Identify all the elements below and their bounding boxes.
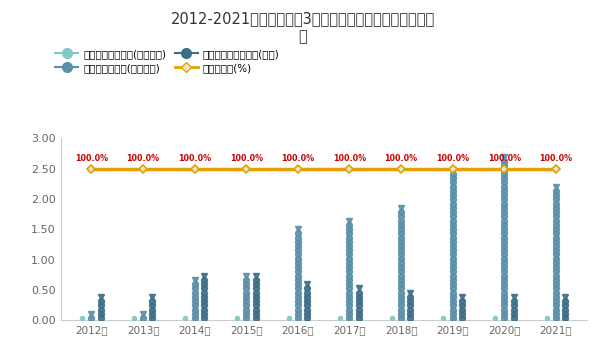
Text: 100.0%: 100.0% xyxy=(333,154,366,163)
Text: 100.0%: 100.0% xyxy=(488,154,521,163)
Legend: 人工煤气供气总量(亿立方米), 天然气供气总量(亿立方米), 液化石油气供气总量(万吨), 燃气普及率(%): 人工煤气供气总量(亿立方米), 天然气供气总量(亿立方米), 液化石油气供气总量… xyxy=(55,49,280,74)
Text: 100.0%: 100.0% xyxy=(385,154,417,163)
Text: 100.0%: 100.0% xyxy=(75,154,108,163)
Text: 100.0%: 100.0% xyxy=(539,154,572,163)
Text: 100.0%: 100.0% xyxy=(281,154,315,163)
Text: 2012-2021年涿州市城市3类燃气供气量及燃气普及率统计
图: 2012-2021年涿州市城市3类燃气供气量及燃气普及率统计 图 xyxy=(171,11,434,44)
Text: 100.0%: 100.0% xyxy=(126,154,160,163)
Text: 100.0%: 100.0% xyxy=(230,154,263,163)
Text: 100.0%: 100.0% xyxy=(436,154,469,163)
Text: 100.0%: 100.0% xyxy=(178,154,211,163)
